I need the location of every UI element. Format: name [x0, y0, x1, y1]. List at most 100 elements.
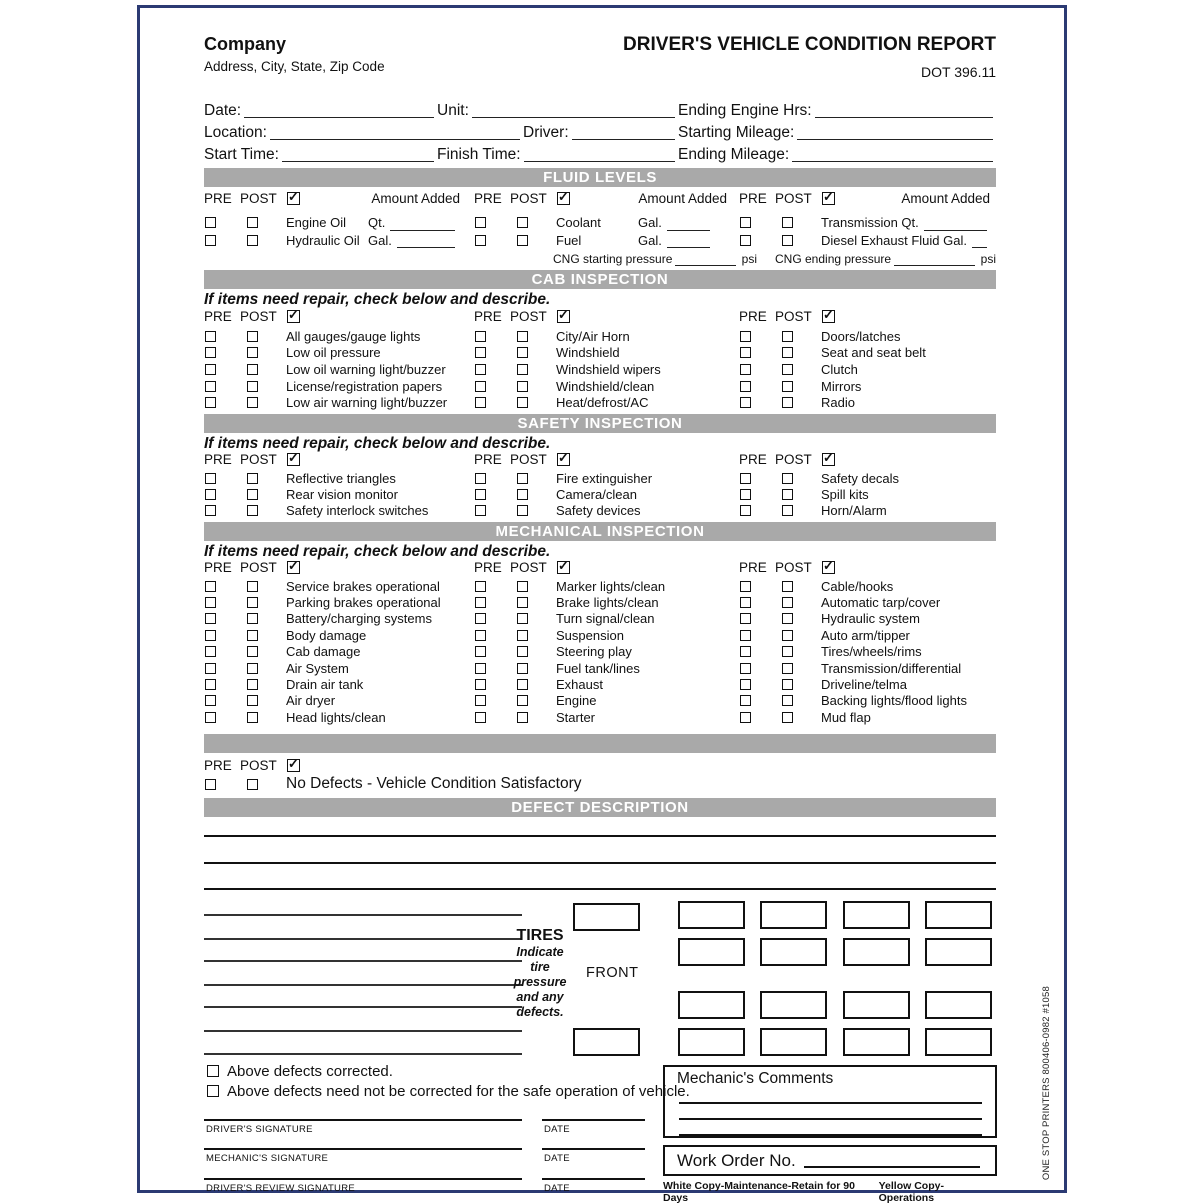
pre-checkbox[interactable]	[205, 711, 216, 723]
pre-checkbox[interactable]	[205, 473, 216, 485]
post-checkbox[interactable]	[782, 580, 793, 592]
pre-checkbox[interactable]	[740, 505, 751, 517]
tire-pressure-box[interactable]	[843, 901, 910, 930]
amount-input-line[interactable]	[390, 215, 455, 231]
post-checkbox[interactable]	[247, 580, 258, 592]
pre-checkbox[interactable]	[205, 330, 216, 342]
post-checkbox[interactable]	[247, 397, 258, 409]
pre-checkbox[interactable]	[205, 363, 216, 375]
post-checkbox[interactable]	[782, 679, 793, 690]
cng-ending-pressure-input-line[interactable]	[894, 253, 975, 266]
post-checkbox[interactable]	[517, 397, 528, 409]
work-order-input-line[interactable]	[803, 1154, 980, 1168]
post-checkbox[interactable]	[517, 380, 528, 392]
date-line[interactable]	[542, 1148, 645, 1151]
defect-writing-line[interactable]	[204, 1030, 522, 1033]
pre-checkbox[interactable]	[740, 613, 751, 625]
pre-checkbox[interactable]	[205, 397, 216, 409]
pre-checkbox[interactable]	[205, 778, 216, 790]
post-checkbox[interactable]	[782, 662, 793, 674]
post-checkbox[interactable]	[517, 330, 528, 342]
drivers-signature-line[interactable]	[204, 1119, 522, 1122]
pre-checkbox[interactable]	[205, 597, 216, 609]
date-line[interactable]	[542, 1119, 645, 1122]
tire-pressure-box[interactable]	[573, 903, 640, 932]
pre-checkbox[interactable]	[475, 363, 486, 375]
post-checkbox[interactable]	[782, 629, 793, 641]
pre-checkbox[interactable]	[740, 330, 751, 342]
post-checkbox[interactable]	[247, 380, 258, 392]
pre-checkbox[interactable]	[475, 505, 486, 517]
post-checkbox[interactable]	[247, 646, 258, 658]
pre-checkbox[interactable]	[740, 662, 751, 674]
tire-pressure-box[interactable]	[925, 991, 992, 1020]
comments-line[interactable]	[679, 1088, 982, 1105]
defect-writing-line[interactable]	[204, 1053, 522, 1056]
post-checkbox[interactable]	[782, 613, 793, 625]
driver-input-line[interactable]	[571, 124, 675, 140]
pre-checkbox[interactable]	[475, 613, 486, 625]
date-input-line[interactable]	[244, 102, 434, 118]
pre-checkbox[interactable]	[475, 711, 486, 723]
tire-pressure-box[interactable]	[678, 901, 745, 930]
post-checkbox[interactable]	[782, 347, 793, 359]
post-checkbox[interactable]	[782, 234, 793, 246]
tire-pressure-box[interactable]	[678, 938, 745, 967]
post-checkbox[interactable]	[782, 695, 793, 707]
pre-checkbox[interactable]	[205, 679, 216, 690]
pre-checkbox[interactable]	[740, 711, 751, 723]
post-checkbox[interactable]	[247, 695, 258, 707]
tire-pressure-box[interactable]	[678, 1028, 745, 1057]
post-checkbox[interactable]	[782, 397, 793, 409]
start-time-input-line[interactable]	[281, 146, 434, 162]
pre-checkbox[interactable]	[475, 629, 486, 641]
post-checkbox[interactable]	[517, 217, 528, 229]
tire-pressure-box[interactable]	[925, 1028, 992, 1057]
pre-checkbox[interactable]	[205, 646, 216, 658]
tire-pressure-box[interactable]	[925, 938, 992, 967]
pre-checkbox[interactable]	[475, 380, 486, 392]
post-checkbox[interactable]	[247, 711, 258, 723]
post-checkbox[interactable]	[517, 347, 528, 359]
post-checkbox[interactable]	[247, 234, 258, 246]
post-checkbox[interactable]	[517, 662, 528, 674]
post-checkbox[interactable]	[782, 380, 793, 392]
pre-checkbox[interactable]	[475, 330, 486, 342]
post-checkbox[interactable]	[247, 330, 258, 342]
post-checkbox[interactable]	[782, 363, 793, 375]
pre-checkbox[interactable]	[740, 580, 751, 592]
pre-checkbox[interactable]	[740, 380, 751, 392]
post-checkbox[interactable]	[782, 489, 793, 501]
post-checkbox[interactable]	[517, 695, 528, 707]
post-checkbox[interactable]	[247, 505, 258, 517]
post-checkbox[interactable]	[247, 363, 258, 375]
defect-description-line[interactable]	[204, 864, 996, 891]
defects-corrected-checkbox[interactable]	[207, 1065, 219, 1078]
post-checkbox[interactable]	[517, 629, 528, 641]
post-checkbox[interactable]	[247, 473, 258, 485]
post-checkbox[interactable]	[517, 473, 528, 485]
pre-checkbox[interactable]	[475, 234, 486, 246]
post-checkbox[interactable]	[782, 217, 793, 229]
post-checkbox[interactable]	[782, 330, 793, 342]
pre-checkbox[interactable]	[475, 473, 486, 485]
post-checkbox[interactable]	[247, 597, 258, 609]
pre-checkbox[interactable]	[740, 597, 751, 609]
ending-mileage-input-line[interactable]	[792, 146, 993, 162]
amount-input-line[interactable]	[923, 215, 987, 231]
post-checkbox[interactable]	[517, 597, 528, 609]
pre-checkbox[interactable]	[205, 580, 216, 592]
finish-time-input-line[interactable]	[523, 146, 675, 162]
pre-checkbox[interactable]	[475, 580, 486, 592]
pre-checkbox[interactable]	[740, 679, 751, 690]
pre-checkbox[interactable]	[205, 217, 216, 229]
amount-input-line[interactable]	[666, 232, 710, 249]
post-checkbox[interactable]	[517, 646, 528, 658]
post-checkbox[interactable]	[517, 580, 528, 592]
pre-checkbox[interactable]	[475, 397, 486, 409]
post-checkbox[interactable]	[247, 613, 258, 625]
location-input-line[interactable]	[269, 124, 520, 140]
pre-checkbox[interactable]	[475, 646, 486, 658]
post-checkbox[interactable]	[782, 646, 793, 658]
pre-checkbox[interactable]	[740, 695, 751, 707]
